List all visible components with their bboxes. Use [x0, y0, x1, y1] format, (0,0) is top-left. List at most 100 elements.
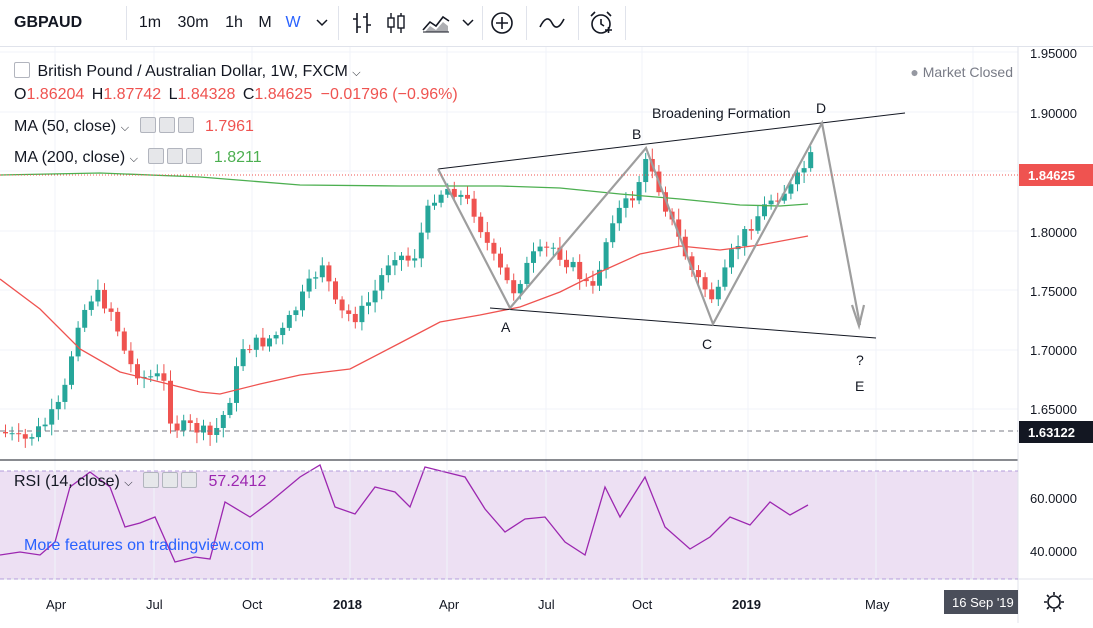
candle-body — [352, 313, 358, 323]
close-icon[interactable] — [177, 117, 194, 133]
candle-body — [108, 308, 114, 312]
candle-body — [240, 349, 246, 367]
price-axis[interactable]: 1.95000 1.90000 1.80000 1.75000 1.70000 … — [1030, 46, 1077, 417]
eye-icon[interactable] — [148, 148, 165, 164]
candles-icon[interactable] — [382, 0, 410, 46]
candle-body — [253, 337, 259, 350]
chevron-down-icon[interactable]: ⌵ — [352, 67, 361, 79]
chevron-down-icon[interactable]: ⌵ — [120, 122, 130, 134]
close-icon[interactable] — [181, 472, 198, 488]
chevron-down-icon[interactable]: ⌵ — [124, 477, 133, 489]
candle-body — [643, 158, 649, 183]
time-axis[interactable]: Apr Jul Oct 2018 Apr Jul Oct 2019 May — [46, 597, 890, 612]
ohlc-row: O1.86204 H1.87742 L1.84328 C1.84625 −0.0… — [14, 86, 458, 104]
date-badge — [944, 590, 1018, 614]
candle-body — [49, 409, 55, 425]
candle-body — [531, 251, 536, 263]
legend-title: British Pound / Australian Dollar, 1W, F… — [37, 63, 348, 80]
ma50-value: 1.7961 — [204, 118, 254, 135]
compare-icon[interactable] — [536, 0, 568, 46]
ma200-label: MA (200, close) — [14, 149, 126, 166]
candle-body — [227, 402, 233, 415]
chevron-down-icon[interactable] — [460, 0, 476, 46]
candle-body — [16, 433, 22, 435]
candle-body — [425, 205, 431, 233]
point-d-label: D — [816, 100, 826, 116]
tradingview-watermark[interactable]: More features on tradingview.com — [24, 537, 265, 554]
toolbar-divider — [625, 6, 626, 40]
rsi-tick: 60.0000 — [1030, 491, 1077, 506]
candlesticks — [3, 146, 814, 448]
legend-title-row[interactable]: British Pound / Australian Dollar, 1W, F… — [14, 62, 361, 81]
timeframe-1m[interactable]: 1m — [138, 14, 162, 31]
candle-body — [220, 414, 226, 428]
chart-area[interactable]: Broadening Formation A B C D ? E 1.95000… — [0, 46, 1093, 623]
gear-icon[interactable] — [158, 117, 175, 133]
symbol-search[interactable]: GBPAUD — [14, 14, 83, 31]
candle-body — [748, 229, 754, 231]
timeframe-30m[interactable]: 30m — [177, 14, 209, 31]
candle-body — [280, 327, 286, 336]
arrow-head — [850, 304, 866, 331]
candle-body — [597, 269, 602, 286]
candle-body — [524, 262, 530, 284]
wave-path[interactable] — [437, 119, 862, 327]
eye-icon[interactable] — [139, 117, 156, 133]
candle-body — [128, 350, 134, 365]
timeframe-M[interactable]: M — [258, 14, 272, 31]
settings-gear-icon[interactable] — [1044, 592, 1064, 612]
area-chart-icon[interactable] — [418, 0, 454, 46]
point-c-label: C — [702, 336, 712, 352]
candle-body — [412, 258, 418, 261]
collapse-icon[interactable] — [14, 62, 30, 78]
rsi-legend[interactable]: RSI (14, close) ⌵ 57.2412 — [14, 472, 266, 491]
timeframe-1h[interactable]: 1h — [225, 14, 243, 31]
candle-body — [326, 265, 332, 282]
candle-body — [379, 275, 385, 291]
candle-body — [9, 433, 15, 435]
toolbar-divider — [526, 6, 527, 40]
ma50-legend[interactable]: MA (50, close) ⌵ 1.7961 — [14, 117, 254, 136]
bar-chart-icon[interactable] — [348, 0, 376, 46]
candle-body — [346, 310, 352, 314]
candle-body — [768, 200, 774, 205]
candle-body — [168, 380, 173, 424]
ma200-legend[interactable]: MA (200, close) ⌵ 1.8211 — [14, 148, 262, 167]
gear-icon[interactable] — [167, 148, 184, 164]
candle-body — [194, 423, 200, 433]
candle-body — [432, 202, 437, 206]
candle-body — [808, 152, 814, 169]
point-e-label: E — [855, 378, 864, 394]
candle-body — [544, 246, 550, 248]
candle-body — [590, 281, 596, 286]
eye-icon[interactable] — [143, 472, 160, 488]
candle-body — [702, 277, 708, 290]
market-status: ● Market Closed — [910, 64, 1013, 80]
current-price-badge — [1019, 164, 1093, 186]
upper-trendline[interactable] — [437, 112, 906, 170]
close-label: C — [242, 86, 255, 103]
time-tick: May — [865, 597, 890, 612]
candle-body — [75, 327, 81, 357]
candle-body — [161, 373, 167, 381]
candle-body — [630, 198, 635, 201]
pattern-label: Broadening Formation — [652, 105, 791, 121]
candle-body — [286, 315, 292, 328]
change-value: −0.01796 (−0.96%) — [320, 86, 458, 103]
alarm-clock-icon[interactable] — [586, 0, 616, 46]
time-tick: Apr — [46, 597, 67, 612]
candle-body — [154, 373, 160, 377]
chevron-down-icon[interactable]: ⌵ — [129, 153, 138, 165]
time-tick: Jul — [146, 597, 163, 612]
date-label: 16 Sep '19 — [952, 595, 1014, 610]
add-indicator-icon[interactable] — [488, 0, 516, 46]
chevron-down-icon[interactable] — [312, 0, 332, 46]
gear-icon[interactable] — [162, 472, 179, 488]
timeframe-W[interactable]: W — [285, 14, 301, 31]
lower-trendline[interactable] — [489, 307, 877, 339]
candle-body — [29, 437, 35, 439]
price-chart-canvas[interactable]: Broadening Formation A B C D ? E 1.95000… — [0, 46, 1093, 623]
close-icon[interactable] — [186, 148, 203, 164]
candle-body — [399, 255, 404, 261]
candle-body — [372, 290, 378, 303]
